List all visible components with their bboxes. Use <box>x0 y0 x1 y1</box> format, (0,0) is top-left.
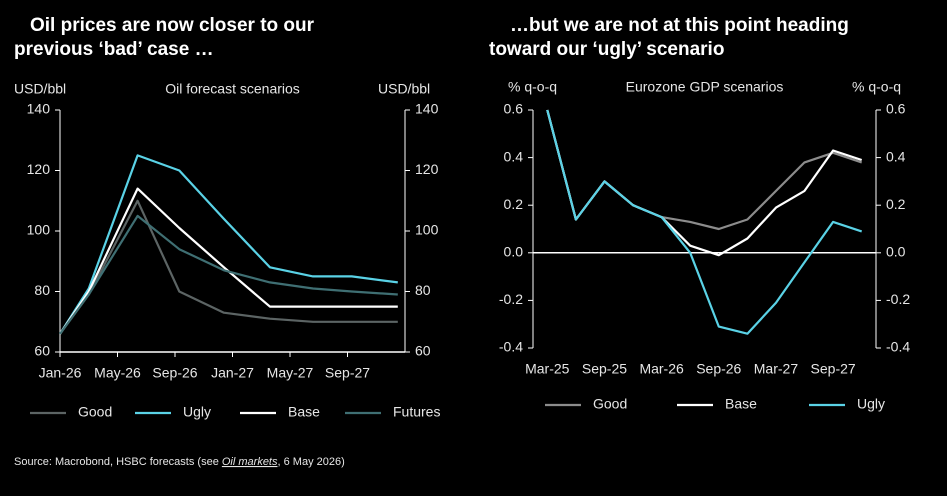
series-line <box>546 109 863 335</box>
y-tick-label: 0.4 <box>504 148 524 164</box>
series-line <box>59 199 398 335</box>
y2-axis-label: % q-o-q <box>852 79 901 95</box>
y-tick-label: -0.4 <box>499 339 523 355</box>
x-tick-label: Mar-26 <box>639 361 684 377</box>
y2-tick-label: -0.2 <box>886 291 910 307</box>
y2-axis-label: USD/bbl <box>378 81 430 97</box>
source-text: Source: Macrobond, HSBC forecasts (see <box>14 456 222 468</box>
y-tick-label: -0.2 <box>499 291 523 307</box>
chart-title: …but we are not at this point heading <box>510 15 849 36</box>
y2-tick-label: 100 <box>415 222 439 238</box>
y-tick-label: 0.6 <box>504 101 524 117</box>
y2-tick-label: 0.2 <box>886 196 906 212</box>
x-tick-label: Sep-26 <box>152 365 197 381</box>
y-tick-label: 140 <box>27 101 51 117</box>
series-line <box>59 154 398 335</box>
y-axis-label: USD/bbl <box>14 81 66 97</box>
legend-label: Ugly <box>857 396 885 412</box>
x-tick-label: Sep-25 <box>582 361 627 377</box>
x-tick-label: Mar-27 <box>754 361 799 377</box>
y2-tick-label: 80 <box>415 282 431 298</box>
legend-label: Good <box>78 404 112 420</box>
chart-title: previous ‘bad’ case … <box>14 39 214 60</box>
chart-title: Oil prices are now closer to our <box>30 15 315 36</box>
x-tick-label: May-27 <box>267 365 314 381</box>
source-text: , 6 May 2026) <box>278 456 345 468</box>
y2-tick-label: 0.6 <box>886 101 906 117</box>
y2-tick-label: 0.4 <box>886 148 906 164</box>
x-tick-label: Jan-27 <box>211 365 254 381</box>
legend-label: Base <box>288 404 320 420</box>
y-tick-label: 120 <box>27 161 51 177</box>
y-tick-label: 0.2 <box>504 196 524 212</box>
chart-title: toward our ‘ugly’ scenario <box>489 39 724 60</box>
y-tick-label: 80 <box>34 282 50 298</box>
series-line <box>59 187 398 335</box>
y2-tick-label: 60 <box>415 343 431 359</box>
subtitle: Eurozone GDP scenarios <box>626 79 784 95</box>
source-link[interactable]: Oil markets <box>222 456 278 468</box>
y2-tick-label: 140 <box>415 101 439 117</box>
source: Source: Macrobond, HSBC forecasts (see O… <box>14 456 345 468</box>
y-axis-label: % q-o-q <box>508 79 557 95</box>
y2-tick-label: 120 <box>415 161 439 177</box>
x-tick-label: Jan-26 <box>39 365 82 381</box>
y2-tick-label: -0.4 <box>886 339 910 355</box>
series-line <box>59 214 398 335</box>
x-tick-label: May-26 <box>94 365 141 381</box>
y2-tick-label: 0.0 <box>886 244 906 260</box>
x-tick-label: Mar-25 <box>525 361 570 377</box>
legend-label: Ugly <box>183 404 211 420</box>
y-tick-label: 60 <box>34 343 50 359</box>
x-tick-label: Sep-27 <box>325 365 370 381</box>
legend-label: Good <box>593 396 627 412</box>
x-tick-label: Sep-26 <box>696 361 741 377</box>
x-tick-label: Sep-27 <box>811 361 856 377</box>
legend-label: Base <box>725 396 757 412</box>
subtitle: Oil forecast scenarios <box>165 81 300 97</box>
y-tick-label: 100 <box>27 222 51 238</box>
legend-label: Futures <box>393 404 440 420</box>
y-tick-label: 0.0 <box>504 244 524 260</box>
